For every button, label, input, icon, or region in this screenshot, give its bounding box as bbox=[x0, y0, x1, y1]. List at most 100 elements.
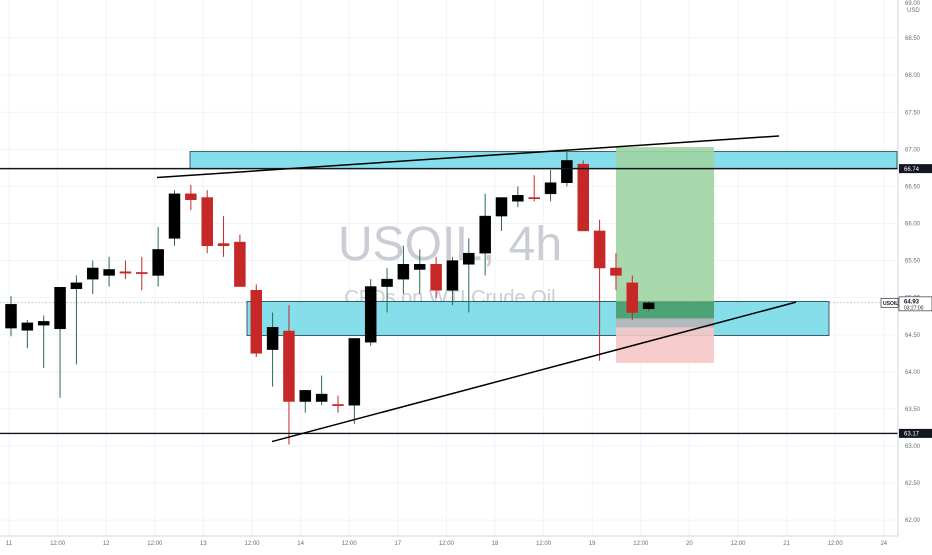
price-tick-label: 62.00 bbox=[905, 518, 921, 524]
level-price-label: 66.74 bbox=[904, 167, 920, 173]
time-tick-label: 12:00 bbox=[536, 541, 552, 547]
time-tick-label: 20 bbox=[686, 541, 693, 547]
candle-up[interactable] bbox=[87, 267, 99, 280]
time-axis-background bbox=[0, 536, 898, 550]
candle-down[interactable] bbox=[250, 290, 262, 354]
candle-up[interactable] bbox=[463, 252, 475, 265]
level-price-badge bbox=[899, 428, 932, 438]
level-price-badge bbox=[899, 164, 932, 174]
price-tick-label: 62.50 bbox=[905, 481, 921, 487]
candle-up[interactable] bbox=[642, 302, 655, 310]
time-tick-label: 12:00 bbox=[730, 541, 746, 547]
candle-down[interactable] bbox=[185, 193, 197, 201]
candles bbox=[5, 150, 655, 445]
candle-up[interactable] bbox=[479, 215, 491, 254]
time-axis[interactable]: 11 12:00 12 12:00 13 12:00 14 12:00 17 12:00 18 12:… bbox=[0, 535, 898, 550]
time-tick-label: 12 bbox=[103, 541, 110, 547]
mid-demand-zone[interactable] bbox=[246, 300, 830, 336]
price-tick-label: 67.50 bbox=[905, 110, 921, 116]
price-tick-label: 66.00 bbox=[905, 222, 921, 228]
upper-trendline[interactable] bbox=[156, 135, 780, 179]
candle-up[interactable] bbox=[544, 182, 557, 195]
candle-up[interactable] bbox=[381, 278, 393, 287]
candle-up[interactable] bbox=[21, 322, 34, 331]
price-tick-label: 64.50 bbox=[905, 333, 921, 339]
candle-up[interactable] bbox=[152, 249, 164, 276]
countdown-label: 03:27:00 bbox=[904, 305, 924, 311]
time-tick-label: 12:00 bbox=[828, 541, 844, 547]
time-tick-label: 18 bbox=[492, 541, 499, 547]
price-axis[interactable]: 69.00 USD 62.00 62.50 63.00 63.50 64.00 64.50… bbox=[897, 0, 932, 536]
time-tick-label: 12:00 bbox=[50, 541, 66, 547]
candle-up[interactable] bbox=[168, 193, 181, 239]
symbol-badge-label: USOIL bbox=[883, 301, 898, 307]
candle-down[interactable] bbox=[593, 230, 606, 269]
price-tick-label: 68.00 bbox=[905, 73, 921, 79]
candle-up[interactable] bbox=[348, 338, 361, 406]
time-tick-label: 21 bbox=[783, 541, 790, 547]
time-tick-label: 14 bbox=[297, 541, 304, 547]
price-tick-label: 64.00 bbox=[905, 370, 921, 376]
position-zone-overlap bbox=[616, 301, 714, 319]
long-position-tool[interactable] bbox=[616, 147, 714, 363]
price-tick-label: 65.50 bbox=[905, 259, 921, 265]
candle-up[interactable] bbox=[364, 286, 377, 343]
candle-up[interactable] bbox=[5, 304, 17, 329]
candle-down[interactable] bbox=[283, 330, 295, 402]
time-tick-label: 12:00 bbox=[244, 541, 260, 547]
candle-up[interactable] bbox=[266, 327, 279, 350]
candle-up[interactable] bbox=[561, 160, 573, 183]
candle-up[interactable] bbox=[315, 393, 328, 402]
time-tick-label: 12:00 bbox=[633, 541, 649, 547]
candle-down[interactable] bbox=[332, 404, 344, 406]
candle-up[interactable] bbox=[103, 269, 115, 276]
time-tick-label: 11 bbox=[6, 541, 13, 547]
price-tick-label: 66.50 bbox=[905, 184, 921, 190]
time-tick-label: 12:00 bbox=[342, 541, 358, 547]
candle-up[interactable] bbox=[495, 197, 508, 217]
time-tick-label: 12:00 bbox=[439, 541, 455, 547]
candle-up[interactable] bbox=[37, 321, 50, 326]
candle-up[interactable] bbox=[54, 287, 66, 330]
symbol-badge bbox=[880, 298, 899, 308]
candle-down[interactable] bbox=[430, 264, 442, 291]
candle-up[interactable] bbox=[414, 264, 426, 270]
price-tick-label: 67.00 bbox=[905, 147, 921, 153]
time-tick-label: 13 bbox=[200, 541, 207, 547]
time-tick-label: 12:00 bbox=[147, 541, 163, 547]
position-entry-marker[interactable] bbox=[616, 318, 714, 328]
candle-down[interactable] bbox=[119, 271, 132, 274]
price-axis-top-label: 69.00 bbox=[905, 1, 921, 7]
level-price-label: 63.17 bbox=[904, 432, 920, 438]
candle-down[interactable] bbox=[626, 282, 639, 313]
candle-down[interactable] bbox=[136, 272, 148, 274]
candle-down[interactable] bbox=[201, 197, 213, 247]
last-price-badge bbox=[898, 296, 932, 312]
price-tick-label: 68.50 bbox=[905, 36, 921, 42]
time-tick-label: 19 bbox=[589, 541, 596, 547]
time-tick-label: 17 bbox=[394, 541, 401, 547]
candle-up[interactable] bbox=[446, 260, 459, 291]
last-price-label: 64.93 bbox=[904, 299, 920, 305]
candle-up[interactable] bbox=[299, 390, 312, 402]
upper-supply-zone[interactable] bbox=[189, 151, 898, 170]
candle-down[interactable] bbox=[577, 163, 589, 232]
drawings bbox=[0, 135, 898, 443]
candle-down[interactable] bbox=[217, 243, 230, 246]
candle-up[interactable] bbox=[512, 195, 524, 202]
price-tick-label: 63.50 bbox=[905, 407, 921, 413]
candle-up[interactable] bbox=[70, 282, 83, 290]
lower-trendline[interactable] bbox=[271, 301, 797, 443]
time-tick-label: 24 bbox=[880, 541, 887, 547]
price-tick-label: 63.00 bbox=[905, 444, 921, 450]
price-axis-background bbox=[898, 0, 932, 536]
candle-down[interactable] bbox=[234, 241, 246, 287]
currency-label: USD bbox=[907, 8, 920, 14]
candle-down[interactable] bbox=[528, 197, 540, 199]
candle-up[interactable] bbox=[397, 264, 410, 280]
candle-down[interactable] bbox=[610, 267, 622, 276]
